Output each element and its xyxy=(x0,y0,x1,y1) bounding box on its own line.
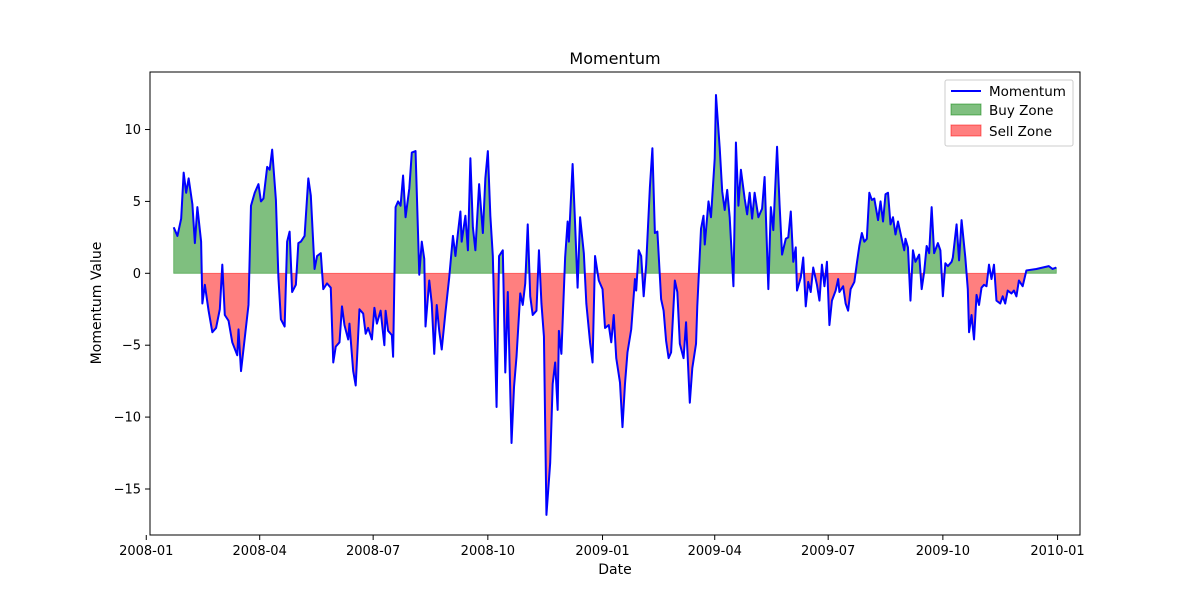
x-tick-label: 2008-10 xyxy=(461,544,515,559)
y-axis: −15 −10 −5 0 5 10 xyxy=(114,123,150,497)
legend-momentum-label: Momentum xyxy=(989,84,1066,100)
y-axis-label: Momentum Value xyxy=(89,242,105,365)
x-tick-label: 2009-07 xyxy=(801,544,855,559)
momentum-line xyxy=(172,94,1057,516)
legend: Momentum Buy Zone Sell Zone xyxy=(944,79,1074,147)
y-tick-label: −15 xyxy=(114,482,141,497)
x-tick-label: 2008-07 xyxy=(346,544,400,559)
x-axis: 2008-01 2008-04 2008-07 2008-10 2009-01 2009-… xyxy=(119,535,1085,559)
x-tick-label: 2009-01 xyxy=(575,544,629,559)
y-tick-label: 0 xyxy=(133,267,141,282)
x-tick-label: 2009-10 xyxy=(916,544,970,559)
x-tick-label: 2008-04 xyxy=(233,544,287,559)
y-tick-label: 5 xyxy=(133,195,141,210)
y-tick-label: 10 xyxy=(124,123,141,138)
y-tick-label: −10 xyxy=(114,411,141,426)
legend-sell-zone-swatch xyxy=(950,124,982,137)
series-lines xyxy=(172,94,1057,516)
x-tick-label: 2008-01 xyxy=(119,544,173,559)
x-tick-label: 2009-04 xyxy=(688,544,742,559)
x-tick-label: 2010-01 xyxy=(1030,544,1084,559)
y-tick-label: −5 xyxy=(122,339,141,354)
plot-frame xyxy=(149,71,1081,536)
legend-buy-zone-label: Buy Zone xyxy=(989,103,1053,119)
legend-buy-zone-swatch xyxy=(950,103,982,116)
chart-title: Momentum xyxy=(569,49,660,68)
x-axis-label: Date xyxy=(598,562,631,578)
legend-sell-zone-label: Sell Zone xyxy=(989,124,1052,140)
